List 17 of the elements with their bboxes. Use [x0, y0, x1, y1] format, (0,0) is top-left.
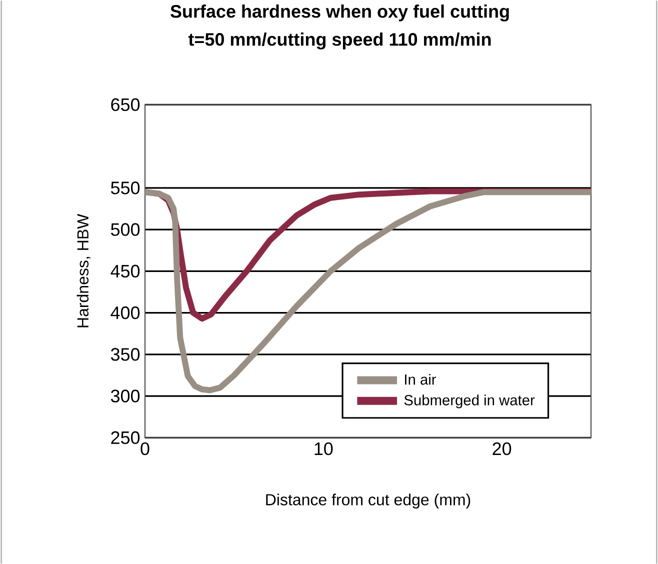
y-tick-label: 400 — [110, 306, 140, 319]
legend-label: Submerged in water — [404, 394, 535, 408]
y-tick-label: 350 — [110, 348, 140, 361]
x-tick-label: 20 — [492, 442, 512, 455]
legend-label: In air — [405, 374, 436, 385]
y-tick-label: 300 — [110, 390, 140, 402]
x-tick-label: 0 — [140, 442, 150, 455]
y-tick-label: 250 — [111, 431, 140, 444]
y-axis-title: Hardness, HBW — [76, 214, 90, 328]
chart-subtitle: t=50 mm/cutting speed 110 mm/min — [188, 32, 491, 50]
y-tick-label: 550 — [110, 181, 140, 194]
y-tick-label: 500 — [110, 223, 140, 236]
y-tick-label: 650 — [111, 98, 140, 111]
x-axis-title: Distance from cut edge (mm) — [266, 493, 470, 508]
x-tick-label: 10 — [314, 442, 333, 455]
chart-title: Surface hardness when oxy fuel cutting — [170, 4, 509, 22]
y-tick-label: 450 — [110, 264, 140, 278]
